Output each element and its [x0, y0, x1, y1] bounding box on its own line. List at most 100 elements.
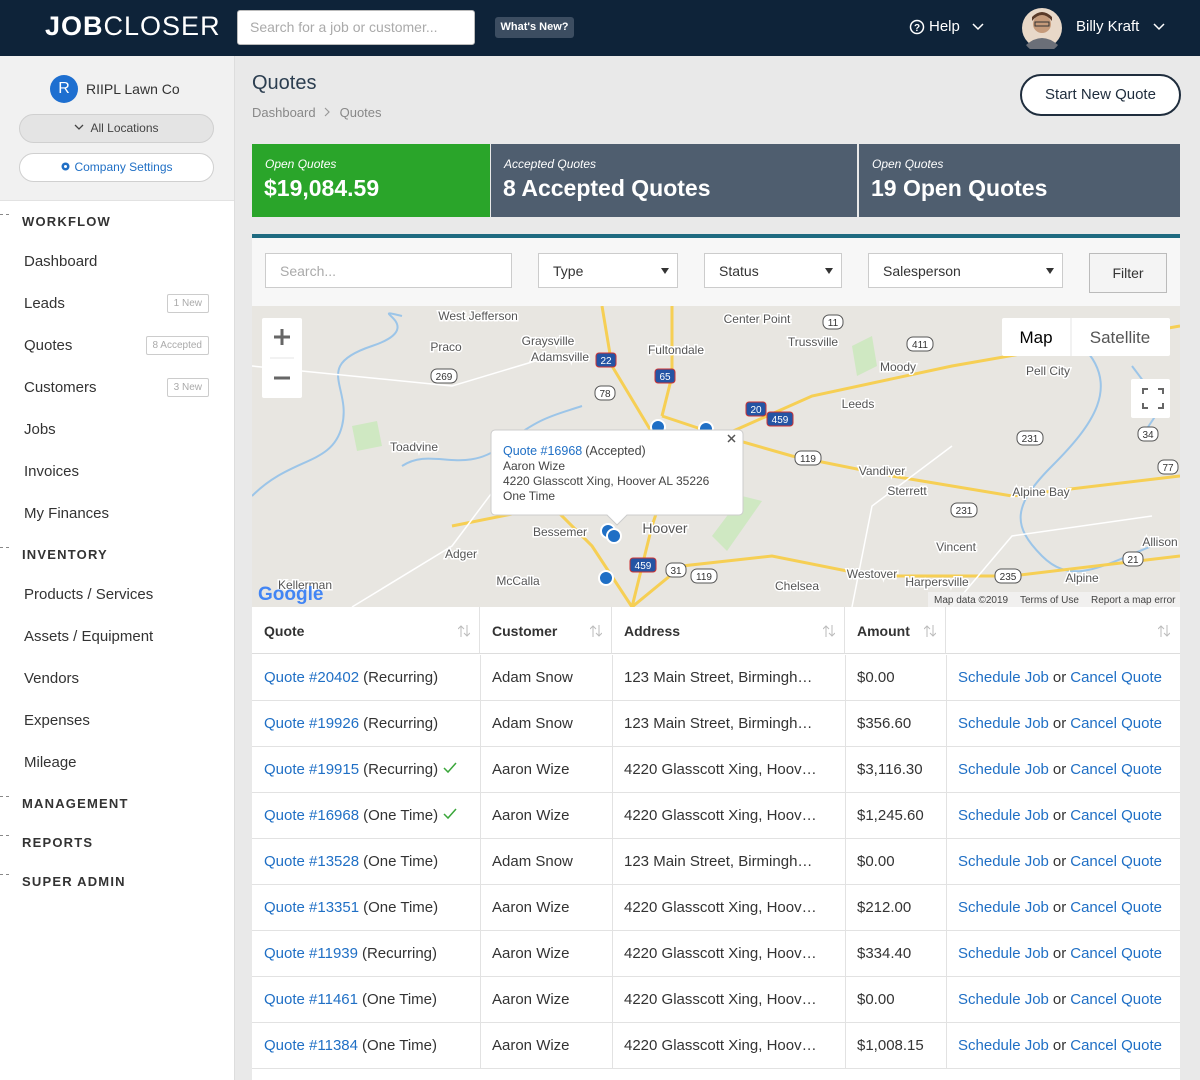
map-type-satellite[interactable]: Satellite	[1090, 328, 1150, 347]
chevron	[972, 22, 984, 32]
place-label: Bessemer	[533, 525, 587, 539]
company-settings-button[interactable]: Company Settings	[19, 153, 214, 182]
schedule-job-link[interactable]: Schedule Job	[958, 807, 1049, 824]
popup-link[interactable]: Quote #16968	[503, 444, 582, 458]
schedule-job-link[interactable]: Schedule Job	[958, 853, 1049, 870]
nav-item[interactable]: My Finances	[24, 505, 109, 522]
schedule-job-link[interactable]: Schedule Job	[958, 991, 1049, 1008]
sort-icon[interactable]	[590, 624, 602, 638]
route-number: 459	[635, 561, 652, 572]
cancel-quote-link[interactable]: Cancel Quote	[1070, 991, 1162, 1008]
nav-item[interactable]: Expenses	[24, 712, 90, 729]
avatar[interactable]	[1021, 7, 1063, 49]
start-new-quote-button[interactable]: Start New Quote	[1020, 74, 1181, 116]
stat-value: 8 Accepted Quotes	[503, 175, 710, 202]
cancel-quote-link[interactable]: Cancel Quote	[1070, 761, 1162, 778]
sort-icon[interactable]	[1158, 624, 1170, 638]
map[interactable]: West JeffersonCenter PointGraysvilleTrus…	[252, 306, 1180, 607]
cell-divider	[480, 1023, 481, 1069]
schedule-job-link[interactable]: Schedule Job	[958, 945, 1049, 962]
status-select[interactable]: Status	[704, 253, 842, 288]
schedule-job-link[interactable]: Schedule Job	[958, 715, 1049, 732]
filter-button[interactable]: Filter	[1089, 253, 1167, 293]
search-input[interactable]: Search...	[265, 253, 512, 288]
map-report[interactable]: Report a map error	[1091, 595, 1176, 606]
quote-marker[interactable]	[607, 529, 621, 543]
nav-item[interactable]: Products / Services	[24, 586, 153, 603]
route-number: 119	[696, 572, 712, 583]
sort-icon[interactable]	[924, 624, 936, 638]
nav-item[interactable]: Assets / Equipment	[24, 628, 153, 645]
cancel-quote-link[interactable]: Cancel Quote	[1070, 853, 1162, 870]
section-header[interactable]: MANAGEMENT	[22, 796, 129, 811]
nav-item[interactable]: Mileage	[24, 754, 77, 771]
section-header[interactable]: REPORTS	[22, 835, 93, 850]
quote-link[interactable]: Quote #16968	[264, 807, 359, 824]
accepted-check	[443, 762, 457, 774]
cell-divider	[845, 885, 846, 931]
column-header[interactable]: Amount	[845, 607, 946, 654]
schedule-job-link[interactable]: Schedule Job	[958, 899, 1049, 916]
sort-icon[interactable]	[823, 624, 835, 638]
quote-link[interactable]: Quote #13351	[264, 899, 359, 916]
cancel-quote-link[interactable]: Cancel Quote	[1070, 669, 1162, 686]
section-header[interactable]: INVENTORY	[22, 547, 108, 562]
popup-address: 4220 Glasscott Xing, Hoover AL 35226	[503, 474, 710, 488]
quote-link[interactable]: Quote #19926	[264, 715, 359, 732]
schedule-job-link[interactable]: Schedule Job	[958, 669, 1049, 686]
schedule-job-link[interactable]: Schedule Job	[958, 761, 1049, 778]
quote-link[interactable]: Quote #20402	[264, 669, 359, 686]
cell-divider	[480, 977, 481, 1023]
fullscreen-button[interactable]	[1131, 379, 1170, 418]
actions-cell: Schedule JoborCancel Quote	[958, 945, 1162, 962]
cancel-quote-link[interactable]: Cancel Quote	[1070, 899, 1162, 916]
company-name: RIIPL Lawn Co	[86, 81, 180, 97]
quote-link[interactable]: Quote #11461	[264, 991, 358, 1008]
nav-item[interactable]: Jobs	[24, 421, 56, 438]
actions-cell: Schedule JoborCancel Quote	[958, 807, 1162, 824]
route-number: 34	[1142, 430, 1154, 441]
cell-divider	[946, 839, 947, 885]
column-header[interactable]: Address	[612, 607, 845, 654]
amount-cell: $3,116.30	[857, 761, 923, 778]
cancel-quote-link[interactable]: Cancel Quote	[1070, 1037, 1162, 1054]
help-menu[interactable]: Help	[929, 18, 960, 35]
map-type-map[interactable]: Map	[1019, 328, 1052, 347]
cancel-quote-link[interactable]: Cancel Quote	[1070, 715, 1162, 732]
whats-new-button[interactable]: What's New?	[495, 17, 574, 38]
column-header[interactable]	[946, 607, 1180, 654]
nav-item[interactable]: Quotes	[24, 337, 72, 354]
cell-divider	[612, 655, 613, 701]
salesperson-select[interactable]: Salesperson	[868, 253, 1063, 288]
locations-dropdown[interactable]: All Locations	[19, 114, 214, 143]
nav-item[interactable]: Vendors	[24, 670, 79, 687]
column-header[interactable]: Customer	[480, 607, 612, 654]
quote-marker[interactable]	[599, 571, 613, 585]
place-label: Alpine Bay	[1012, 485, 1069, 499]
cell-divider	[946, 1023, 947, 1069]
type-select[interactable]: Type	[538, 253, 678, 288]
company-initial: R	[58, 80, 70, 97]
schedule-job-link[interactable]: Schedule Job	[958, 1037, 1049, 1054]
accepted-check	[443, 808, 457, 820]
global-search[interactable]: Search for a job or customer...	[237, 10, 475, 45]
nav-item[interactable]: Leads	[24, 295, 65, 312]
cancel-quote-link[interactable]: Cancel Quote	[1070, 807, 1162, 824]
nav-item[interactable]: Invoices	[24, 463, 79, 480]
route-number: 459	[772, 415, 789, 426]
nav-item[interactable]: Dashboard	[24, 253, 97, 270]
quote-link[interactable]: Quote #11939	[264, 945, 358, 962]
nav-item[interactable]: Customers	[24, 379, 97, 396]
logo[interactable]: JOBCLOSER	[45, 11, 221, 42]
quote-link[interactable]: Quote #13528	[264, 853, 359, 870]
column-header[interactable]: Quote	[252, 607, 480, 654]
user-menu[interactable]: Billy Kraft	[1076, 18, 1139, 35]
quote-link[interactable]: Quote #19915	[264, 761, 359, 778]
sort-icon[interactable]	[458, 624, 470, 638]
section-header[interactable]: SUPER ADMIN	[22, 874, 126, 889]
breadcrumb-link[interactable]: Dashboard	[252, 105, 316, 120]
cancel-quote-link[interactable]: Cancel Quote	[1070, 945, 1162, 962]
map-terms[interactable]: Terms of Use	[1020, 595, 1079, 606]
section-header[interactable]: WORKFLOW	[22, 214, 111, 229]
quote-link[interactable]: Quote #11384	[264, 1037, 358, 1054]
